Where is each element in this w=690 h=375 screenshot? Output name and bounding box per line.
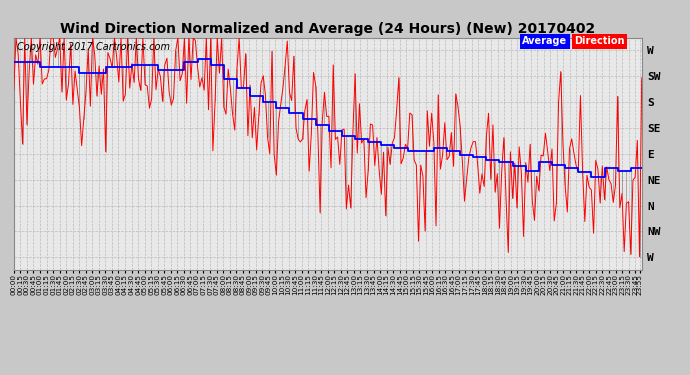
Text: Direction: Direction [575, 36, 625, 46]
Title: Wind Direction Normalized and Average (24 Hours) (New) 20170402: Wind Direction Normalized and Average (2… [60, 22, 595, 36]
Text: Copyright 2017 Cartronics.com: Copyright 2017 Cartronics.com [17, 42, 170, 52]
Text: Average: Average [522, 36, 567, 46]
